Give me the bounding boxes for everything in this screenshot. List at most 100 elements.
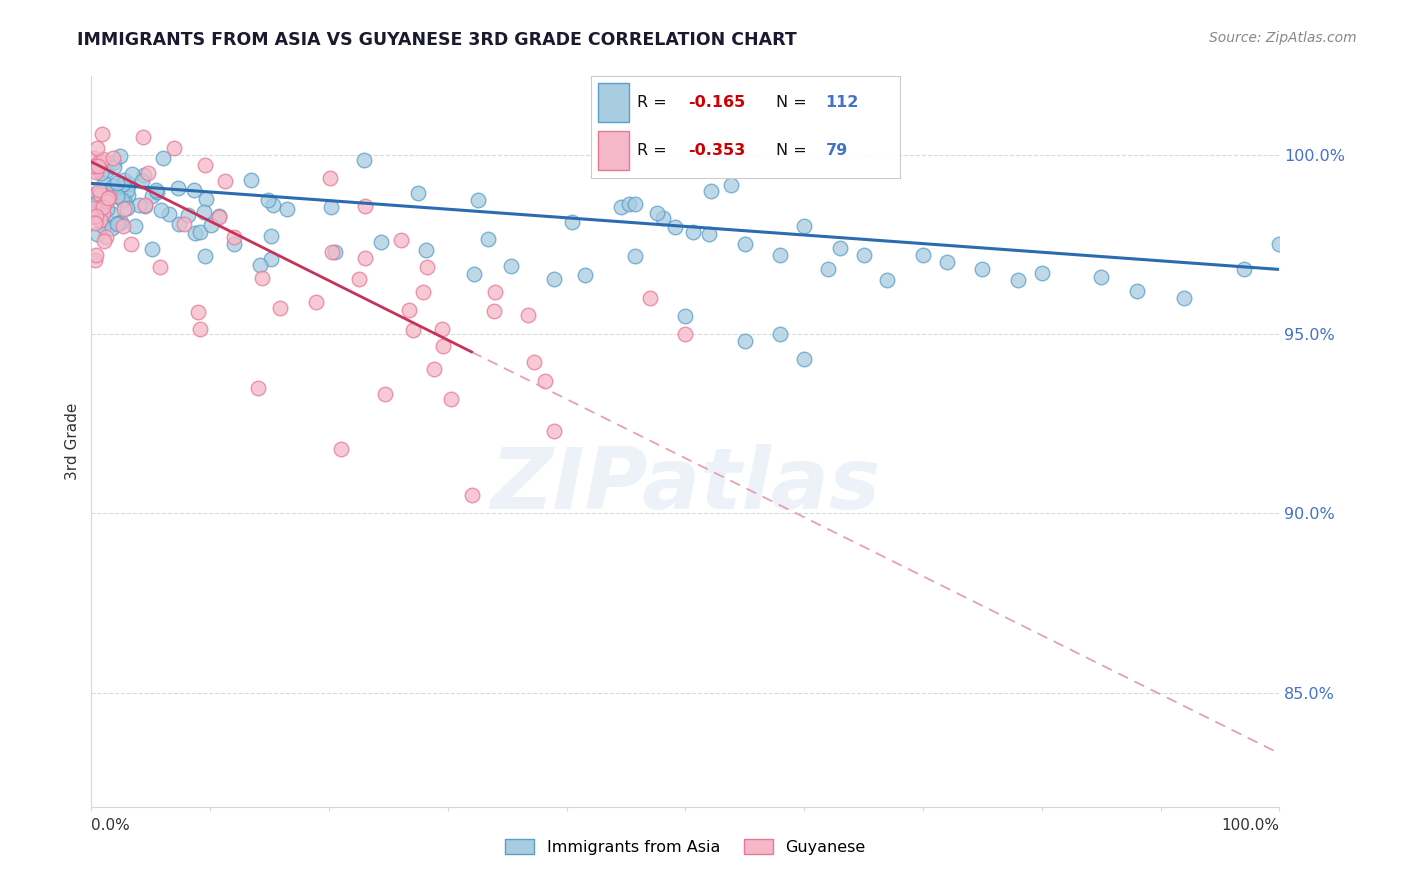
Point: [84, 209, 107, 223]
Point: [482, 304, 505, 318]
Point: [134, 199, 156, 213]
Point: [769, 248, 792, 262]
Point: [828, 241, 851, 255]
FancyBboxPatch shape: [599, 131, 630, 170]
Point: [318, 170, 340, 185]
Point: [200, 218, 222, 232]
Point: [105, 217, 128, 231]
Point: [222, 237, 245, 252]
Point: [1126, 284, 1149, 298]
Point: [645, 206, 668, 220]
Point: [423, 361, 446, 376]
Text: 100.0%: 100.0%: [1222, 818, 1279, 833]
Point: [224, 230, 246, 244]
Point: [97, 190, 120, 204]
Point: [440, 392, 463, 406]
Point: [108, 187, 131, 202]
Point: [187, 305, 209, 319]
Point: [769, 326, 792, 341]
Point: [136, 165, 159, 179]
Point: [114, 173, 136, 187]
Point: [112, 177, 135, 191]
Point: [184, 226, 207, 240]
Point: [96, 202, 118, 216]
Point: [91, 201, 114, 215]
Point: [354, 199, 377, 213]
Point: [90, 127, 112, 141]
Point: [83, 159, 105, 173]
Point: [128, 198, 150, 212]
Point: [460, 488, 482, 502]
Point: [91, 199, 114, 213]
Point: [83, 151, 105, 165]
Point: [84, 162, 107, 177]
Point: [124, 219, 146, 234]
Point: [86, 202, 108, 216]
Point: [1007, 273, 1029, 287]
Point: [132, 169, 155, 183]
Point: [673, 326, 696, 341]
Point: [214, 173, 236, 187]
Text: 0.0%: 0.0%: [91, 818, 131, 833]
Point: [617, 197, 640, 211]
Point: [624, 196, 647, 211]
Point: [183, 183, 205, 197]
Point: [117, 187, 139, 202]
Point: [353, 153, 375, 168]
Point: [112, 219, 135, 234]
Point: [1268, 237, 1291, 252]
Point: [149, 202, 172, 217]
Point: [432, 339, 454, 353]
Point: [97, 191, 120, 205]
Point: [145, 183, 167, 197]
Point: [101, 220, 124, 235]
Point: [89, 213, 111, 227]
Point: [115, 183, 138, 197]
Text: Source: ZipAtlas.com: Source: ZipAtlas.com: [1209, 31, 1357, 45]
Text: ZIPatlas: ZIPatlas: [491, 444, 880, 527]
Point: [734, 237, 756, 252]
Point: [370, 235, 392, 250]
Text: -0.165: -0.165: [688, 95, 745, 110]
Point: [329, 442, 352, 456]
Point: [86, 196, 108, 211]
Point: [105, 189, 128, 203]
Point: [194, 249, 217, 263]
Point: [260, 228, 283, 243]
Point: [1233, 262, 1256, 277]
Point: [149, 260, 172, 274]
FancyBboxPatch shape: [599, 83, 630, 122]
Point: [87, 183, 110, 197]
Point: [84, 165, 107, 179]
Point: [477, 231, 499, 245]
Point: [91, 219, 114, 233]
Text: -0.353: -0.353: [688, 144, 745, 158]
Point: [101, 206, 124, 220]
Point: [349, 272, 371, 286]
Point: [246, 381, 269, 395]
Point: [110, 214, 132, 228]
Point: [146, 186, 169, 200]
Point: [194, 158, 217, 172]
Point: [876, 273, 898, 287]
Point: [412, 285, 434, 299]
Point: [710, 140, 733, 154]
Point: [249, 258, 271, 272]
Point: [652, 211, 675, 226]
Point: [118, 178, 141, 192]
Point: [96, 164, 118, 178]
Point: [108, 216, 131, 230]
Point: [734, 334, 756, 348]
Point: [574, 268, 596, 282]
Point: [624, 249, 647, 263]
Point: [415, 244, 437, 258]
Text: R =: R =: [637, 144, 672, 158]
Text: IMMIGRANTS FROM ASIA VS GUYANESE 3RD GRADE CORRELATION CHART: IMMIGRANTS FROM ASIA VS GUYANESE 3RD GRA…: [77, 31, 797, 49]
Legend: Immigrants from Asia, Guyanese: Immigrants from Asia, Guyanese: [499, 833, 872, 862]
Point: [259, 252, 281, 266]
Point: [83, 210, 105, 224]
Point: [373, 386, 395, 401]
Point: [697, 227, 720, 241]
Point: [700, 184, 723, 198]
Point: [83, 206, 105, 220]
